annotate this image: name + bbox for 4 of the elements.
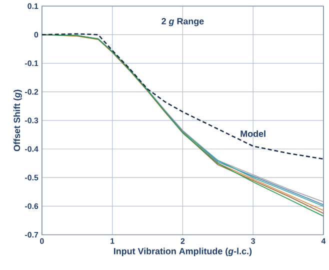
series-label: Model	[240, 130, 266, 138]
line-series	[42, 33, 324, 160]
text: 2 g Range	[162, 18, 204, 26]
x-axis-title: Input Vibration Amplitude (g-l.c.)	[114, 248, 252, 256]
